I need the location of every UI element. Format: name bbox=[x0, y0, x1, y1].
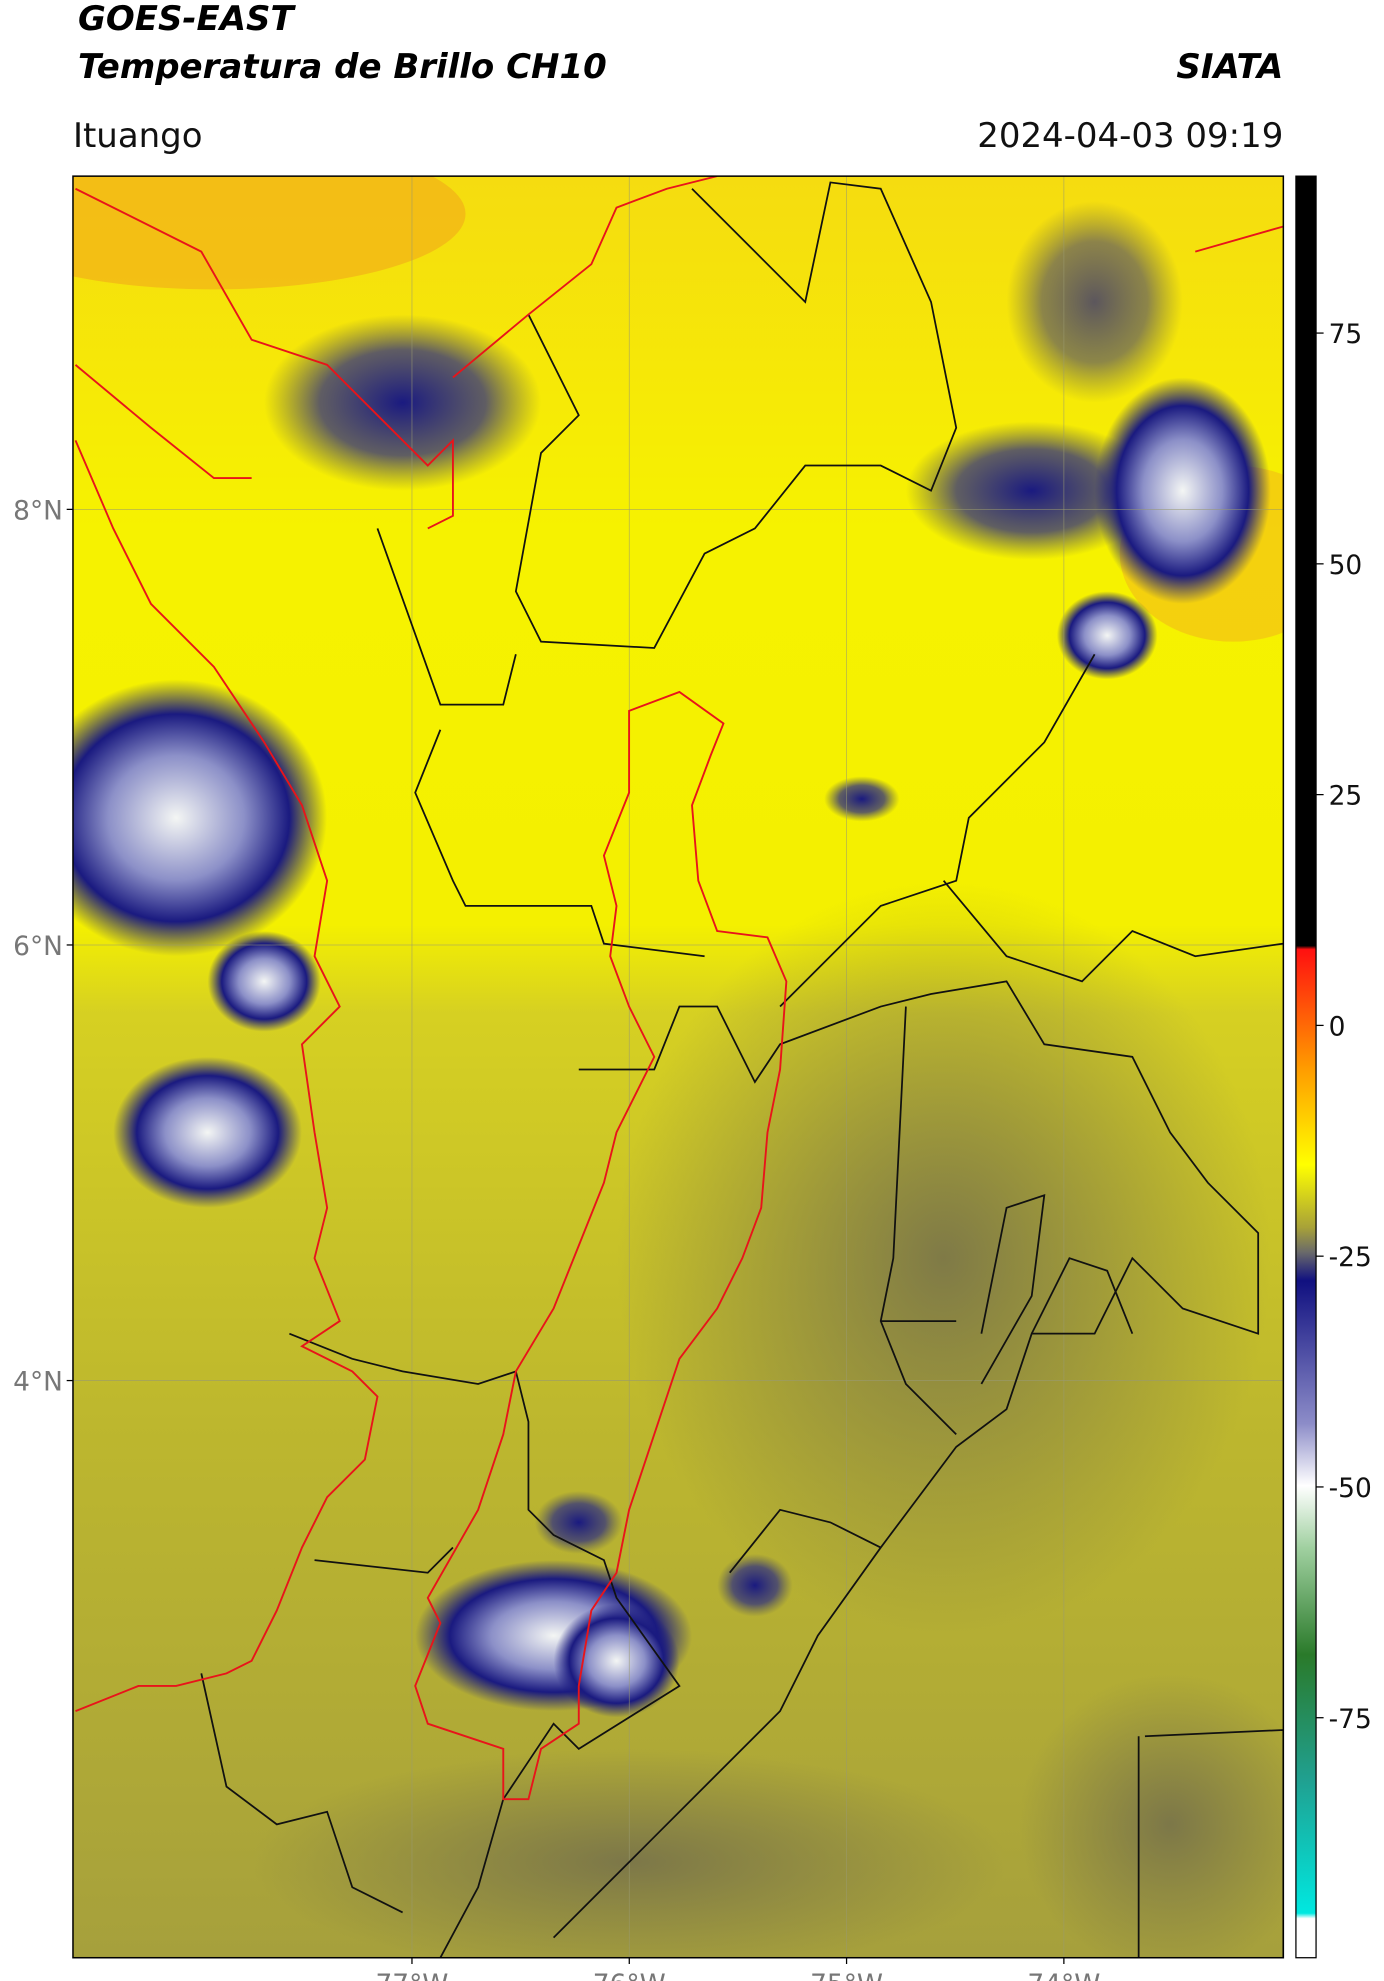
lat-tick-label: 6°N bbox=[13, 931, 63, 962]
colorbar bbox=[1295, 175, 1317, 1959]
colorbar-tick-label: 75 bbox=[1329, 319, 1363, 350]
lon-tick-label: 75°W bbox=[810, 1969, 883, 1981]
subtitle: Temperatura de Brillo CH10 bbox=[78, 47, 607, 87]
colorbar-tick-label: 0 bbox=[1329, 1011, 1346, 1042]
lat-tick-label: 8°N bbox=[13, 495, 63, 526]
colorbar-tick-label: -25 bbox=[1329, 1242, 1372, 1273]
location: Ituango bbox=[73, 116, 203, 156]
timestamp: 2024-04-03 09:19 bbox=[977, 116, 1283, 156]
colorbar-tick-label: -50 bbox=[1329, 1473, 1372, 1504]
map-frame bbox=[72, 175, 1285, 1959]
lat-tick-label: 4°N bbox=[13, 1367, 63, 1398]
lon-tick-label: 77°W bbox=[376, 1969, 449, 1981]
title: GOES-EAST bbox=[78, 0, 296, 39]
lon-tick-label: 76°W bbox=[593, 1969, 666, 1981]
brand: SIATA bbox=[1176, 47, 1283, 87]
colorbar-tick-label: -75 bbox=[1329, 1704, 1372, 1735]
colorbar-tick-label: 25 bbox=[1329, 781, 1363, 812]
colorbar-tick-label: 50 bbox=[1329, 550, 1363, 581]
lon-tick-label: 74°W bbox=[1027, 1969, 1100, 1981]
map bbox=[72, 176, 1284, 1958]
